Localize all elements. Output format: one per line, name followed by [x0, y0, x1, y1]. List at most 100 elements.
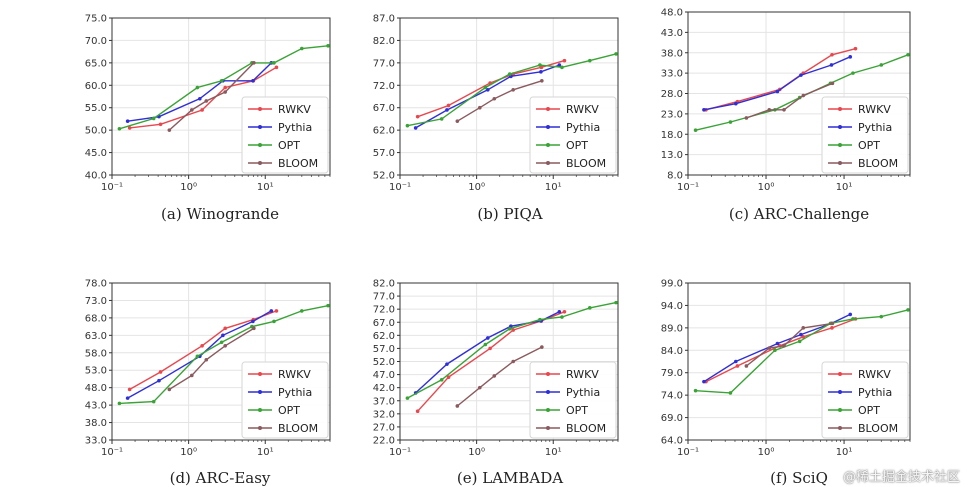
- series-line-pythia: [415, 64, 560, 129]
- data-point: [446, 103, 451, 108]
- data-point: [405, 123, 410, 128]
- panel-caption: (c) ARC-Challenge: [729, 205, 869, 223]
- y-tick-label: 53.0: [85, 366, 107, 377]
- x-tick-label: 10¹: [257, 447, 274, 458]
- y-tick-label: 74.0: [661, 391, 683, 402]
- y-tick-label: 18.0: [661, 130, 683, 141]
- data-point: [195, 85, 200, 90]
- x-tick-label: 10⁰: [468, 447, 485, 458]
- data-point: [477, 385, 482, 390]
- legend-marker: [258, 107, 262, 111]
- legend-marker: [546, 143, 550, 147]
- x-tick-label: 10⁰: [180, 447, 197, 458]
- data-point: [799, 332, 803, 337]
- data-point: [588, 306, 592, 310]
- y-tick-label: 82.0: [373, 279, 395, 290]
- series-line-opt: [407, 301, 617, 399]
- data-point: [127, 126, 132, 130]
- y-tick-label: 64.0: [661, 436, 683, 447]
- legend-marker: [258, 125, 262, 129]
- data-point: [492, 374, 497, 378]
- x-tick-label: 10¹: [836, 447, 853, 458]
- data-point: [204, 99, 209, 103]
- data-point: [492, 96, 497, 101]
- chart-panel: 64.0 69.0 74.0 79.0 84.0 89.0 94.0 99.0 10⁻¹ 10⁰ 1…: [661, 279, 911, 487]
- data-point: [477, 105, 482, 110]
- y-tick-label: 73.0: [85, 296, 107, 307]
- data-point: [801, 326, 806, 330]
- data-point: [415, 114, 420, 119]
- data-point: [219, 340, 224, 345]
- legend: [241, 96, 329, 174]
- series-line-opt: [695, 309, 909, 394]
- watermark: @稀土掘金技术社区: [842, 470, 960, 485]
- y-tick-label: 75.0: [85, 14, 107, 25]
- data-point: [125, 119, 130, 123]
- data-point: [189, 373, 194, 378]
- data-point: [830, 81, 835, 86]
- data-point: [830, 52, 834, 57]
- y-tick-label: 57.0: [373, 344, 395, 355]
- data-point: [300, 309, 304, 313]
- y-tick-label: 45.0: [85, 148, 107, 159]
- data-point: [413, 126, 418, 130]
- data-point: [326, 303, 330, 308]
- data-point: [251, 319, 255, 324]
- y-tick-label: 33.0: [661, 69, 683, 80]
- data-point: [446, 375, 451, 380]
- series-line-opt: [119, 45, 329, 130]
- legend-label: BLOOM: [858, 157, 898, 170]
- x-tick-label: 10¹: [836, 182, 853, 193]
- plot-frame: [399, 17, 619, 176]
- data-point: [486, 336, 490, 340]
- x-tick-label: 10⁰: [758, 447, 775, 458]
- data-point: [272, 61, 276, 65]
- x-tick-label: 10⁻¹: [101, 182, 123, 193]
- y-tick-label: 94.0: [661, 301, 683, 312]
- y-tick-label: 82.0: [373, 36, 395, 47]
- data-point: [538, 317, 542, 322]
- data-point: [744, 364, 749, 368]
- data-point: [151, 116, 156, 121]
- data-point: [735, 364, 740, 368]
- data-point: [221, 333, 225, 338]
- data-point: [219, 79, 224, 83]
- data-point: [223, 90, 227, 94]
- y-tick-label: 38.0: [85, 418, 107, 429]
- legend-marker: [838, 372, 842, 376]
- x-tick-label: 10⁰: [758, 182, 775, 193]
- legend-marker: [838, 408, 842, 412]
- legend-label: RWKV: [278, 103, 311, 116]
- legend-label: Pythia: [566, 386, 600, 399]
- data-point: [702, 379, 706, 384]
- data-point: [767, 346, 772, 350]
- legend-marker: [546, 372, 550, 376]
- data-point: [223, 344, 227, 348]
- data-point: [251, 79, 255, 83]
- chart-panel: 22.0 27.0 32.0 37.0 42.0 47.0 52.0 57.0 62.0 67.0…: [373, 279, 619, 487]
- legend-marker: [258, 408, 262, 412]
- legend: [821, 96, 909, 174]
- data-point: [830, 326, 834, 330]
- data-point: [801, 335, 806, 339]
- panel-caption: (e) LAMBADA: [457, 469, 563, 487]
- legend-marker: [546, 426, 550, 430]
- data-point: [167, 128, 172, 132]
- panel-caption: (b) PIQA: [477, 205, 542, 223]
- y-tick-label: 55.0: [85, 103, 107, 114]
- plot-frame: [111, 17, 331, 176]
- legend-label: OPT: [858, 139, 880, 152]
- legend: [529, 361, 617, 439]
- data-point: [204, 357, 209, 362]
- y-tick-label: 13.0: [661, 150, 683, 161]
- data-point: [272, 319, 276, 324]
- legend-label: OPT: [566, 404, 588, 417]
- y-tick-label: 62.0: [373, 331, 395, 342]
- y-tick-label: 38.0: [661, 48, 683, 59]
- data-point: [198, 96, 202, 101]
- legend-marker: [838, 426, 842, 430]
- data-point: [614, 300, 618, 305]
- x-tick-label: 10⁻¹: [389, 447, 411, 458]
- legend-marker: [546, 125, 550, 129]
- data-point: [767, 108, 772, 112]
